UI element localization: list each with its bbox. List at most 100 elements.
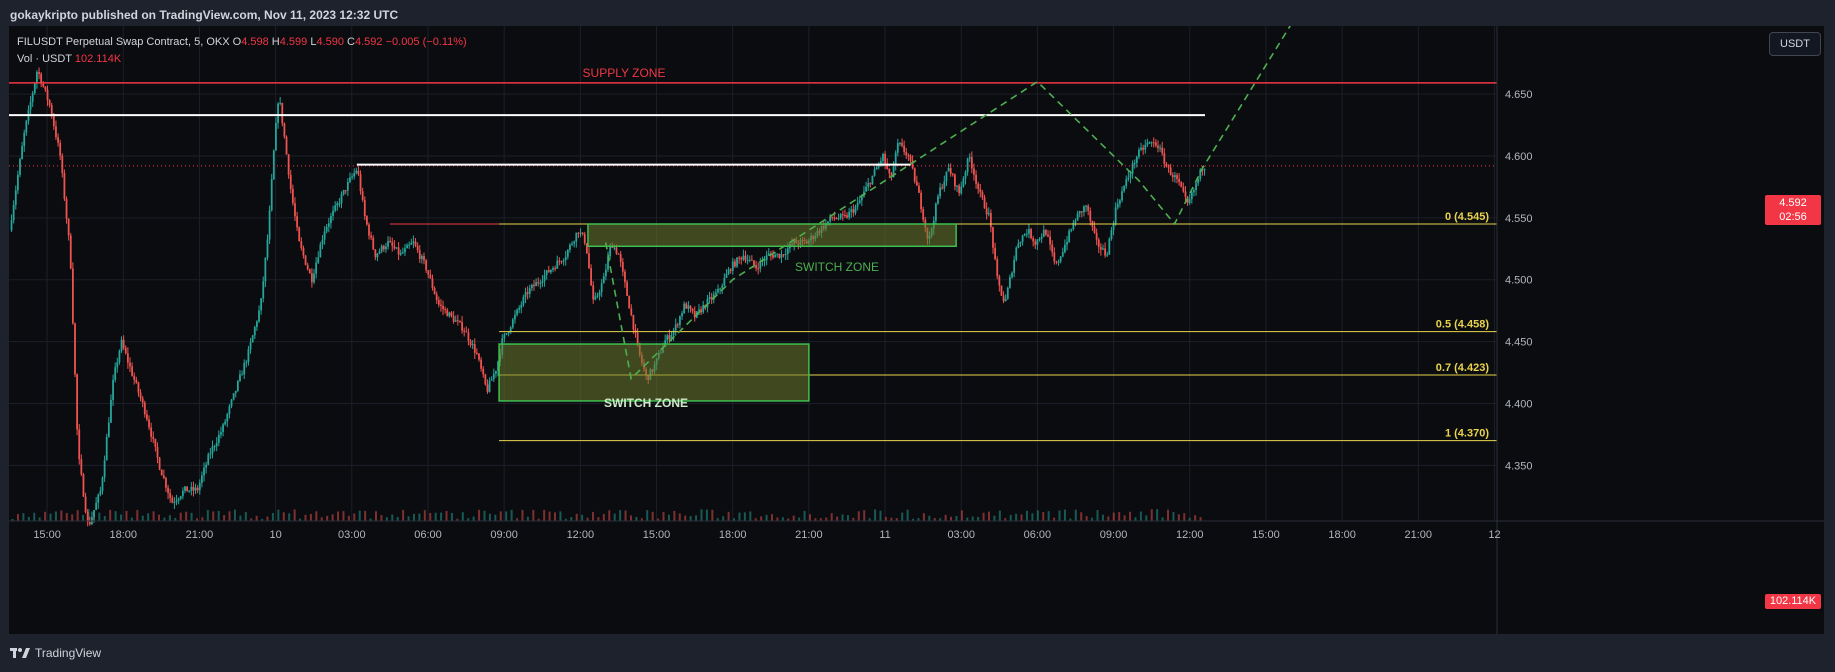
volume-bar — [814, 518, 817, 521]
candle-body — [370, 235, 373, 238]
candle-body — [380, 245, 383, 252]
candle-body — [268, 210, 271, 240]
candle-body — [1040, 236, 1043, 239]
candle-body — [423, 256, 425, 261]
volume-bar — [347, 515, 350, 521]
candle-body — [107, 422, 110, 437]
candle-body — [247, 349, 250, 362]
volume-bar — [141, 515, 144, 521]
candle-body — [171, 497, 174, 503]
volume-bar — [456, 518, 459, 521]
volume-bar — [613, 513, 616, 521]
candle-body — [596, 295, 599, 297]
volume-bar — [1042, 512, 1045, 521]
candle-body — [1011, 272, 1013, 278]
candle-body — [670, 334, 673, 340]
volume-bar — [385, 517, 388, 521]
publisher-header: gokaykripto published on TradingView.com… — [10, 8, 399, 22]
open-value: 4.598 — [241, 36, 269, 48]
candle-body — [69, 235, 72, 269]
candle-body — [1114, 207, 1117, 224]
candle-body — [918, 185, 920, 193]
candle-body — [526, 292, 529, 294]
candle-body — [471, 344, 474, 346]
candle-body — [552, 268, 554, 270]
candle-body — [57, 137, 59, 143]
volume-bar — [1053, 517, 1056, 521]
candle-body — [850, 209, 853, 212]
candle-body — [780, 254, 783, 258]
candle-body — [194, 487, 197, 491]
volume-bar — [320, 517, 323, 521]
volume-bar — [1031, 513, 1034, 521]
price-tick-label: 4.350 — [1505, 460, 1533, 472]
chart-panel[interactable]: 0 (4.545) 0.5 (4.458) 0.7 (4.423) 1 (4.370)… — [9, 26, 1824, 634]
candle-body — [1028, 229, 1030, 234]
candle-body — [349, 177, 351, 182]
candle-body — [759, 261, 762, 269]
candle-body — [784, 253, 787, 255]
candle-body — [1146, 142, 1149, 145]
volume-bar — [760, 516, 763, 521]
volume-bar — [429, 512, 432, 521]
candle-body — [126, 353, 129, 363]
candle-body — [169, 493, 172, 498]
candle-body — [1021, 235, 1024, 242]
candle-body — [607, 256, 609, 270]
candle-body — [1110, 230, 1113, 239]
time-axis: 15:00 18:00 21:00 10 03:00 06:00 09:00 12:00 15:… — [9, 520, 1824, 541]
volume-bar — [483, 510, 486, 521]
volume-bar — [711, 509, 714, 521]
candle-body — [844, 214, 846, 216]
volume-bar — [787, 518, 790, 521]
candle-body — [1203, 168, 1206, 171]
candle-body — [837, 218, 840, 220]
candle-body — [497, 361, 499, 371]
candle-body — [1049, 236, 1051, 245]
candle-body — [336, 203, 339, 206]
footer-brand[interactable]: TradingView — [10, 646, 101, 660]
candle-body — [173, 502, 176, 504]
time-tick-label: 12:00 — [1176, 529, 1204, 541]
price-chart[interactable]: 0 (4.545) 0.5 (4.458) 0.7 (4.423) 1 (4.370)… — [9, 26, 1824, 634]
candle-body — [556, 260, 559, 269]
candle-body — [848, 211, 851, 218]
candle-body — [120, 339, 123, 351]
candle-body — [63, 173, 66, 199]
current-price-badge: 4.592 02:56 — [1765, 195, 1821, 225]
candle-body — [1080, 211, 1083, 213]
candle-body — [731, 261, 734, 271]
candle-body — [1193, 190, 1195, 193]
volume-bar — [402, 509, 405, 521]
volume-bar — [803, 510, 806, 521]
candle-body — [294, 203, 296, 217]
volume-bar — [233, 509, 236, 521]
candle-body — [382, 245, 385, 250]
candle-body — [903, 145, 906, 152]
volume-bar — [326, 515, 329, 521]
volume-bar — [331, 514, 334, 521]
candle-body — [712, 294, 715, 300]
candle-body — [1125, 179, 1128, 187]
candle-body — [528, 288, 531, 294]
candle-body — [1057, 261, 1060, 263]
candle-body — [399, 253, 402, 255]
candle-body — [48, 100, 51, 106]
candle-body — [547, 270, 550, 273]
currency-button[interactable]: USDT — [1769, 32, 1821, 56]
candle-body — [1112, 223, 1115, 231]
candle-body — [217, 434, 220, 443]
low-value: 4.590 — [316, 36, 344, 48]
volume-bar — [852, 517, 855, 521]
candle-body — [1004, 298, 1007, 302]
volume-bar — [239, 515, 242, 521]
candle-body — [376, 253, 379, 258]
volume-bar — [223, 515, 226, 521]
volume-bar — [874, 509, 877, 521]
volume-bar — [516, 518, 519, 521]
candle-body — [590, 268, 593, 286]
volume-bar — [1156, 509, 1159, 521]
candle-body — [357, 170, 360, 175]
candle-body — [628, 295, 631, 309]
candle-body — [251, 335, 254, 343]
